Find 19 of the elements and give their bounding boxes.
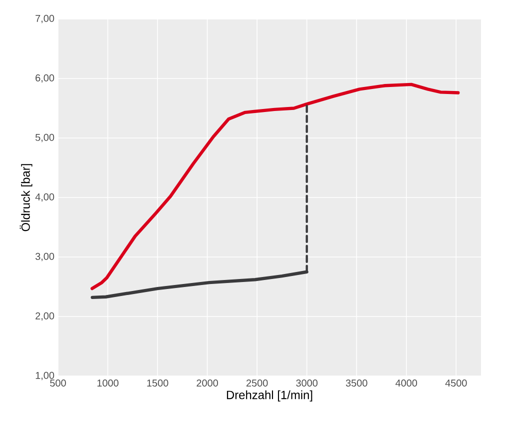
y-tick-label: 5,00: [35, 134, 54, 142]
y-tick-label: 2,00: [36, 312, 54, 321]
x-tick-label: 2500: [246, 380, 268, 387]
y-tick-label: 3,00: [35, 252, 54, 262]
x-tick-label: 3500: [346, 380, 368, 387]
x-axis-title: Drehzahl [1/min]: [226, 390, 312, 402]
y-tick-label: 4,00: [35, 193, 54, 202]
x-tick-label: 3000: [296, 380, 318, 387]
x-tick-label: 1000: [97, 380, 118, 387]
y-tick-label: 7,00: [36, 14, 54, 24]
x-tick-label: 4000: [396, 380, 418, 387]
y-tick-label: 1,00: [36, 372, 54, 380]
x-tick-label: 500: [50, 380, 66, 387]
line-series: [90, 82, 460, 290]
y-tick-label: 6,00: [36, 74, 54, 83]
x-tick-label: 4500: [445, 380, 467, 387]
x-tick-label: 2000: [196, 380, 218, 387]
x-tick-label: 1500: [147, 380, 168, 387]
y-axis-title: Öldruck [bar]: [20, 164, 32, 232]
